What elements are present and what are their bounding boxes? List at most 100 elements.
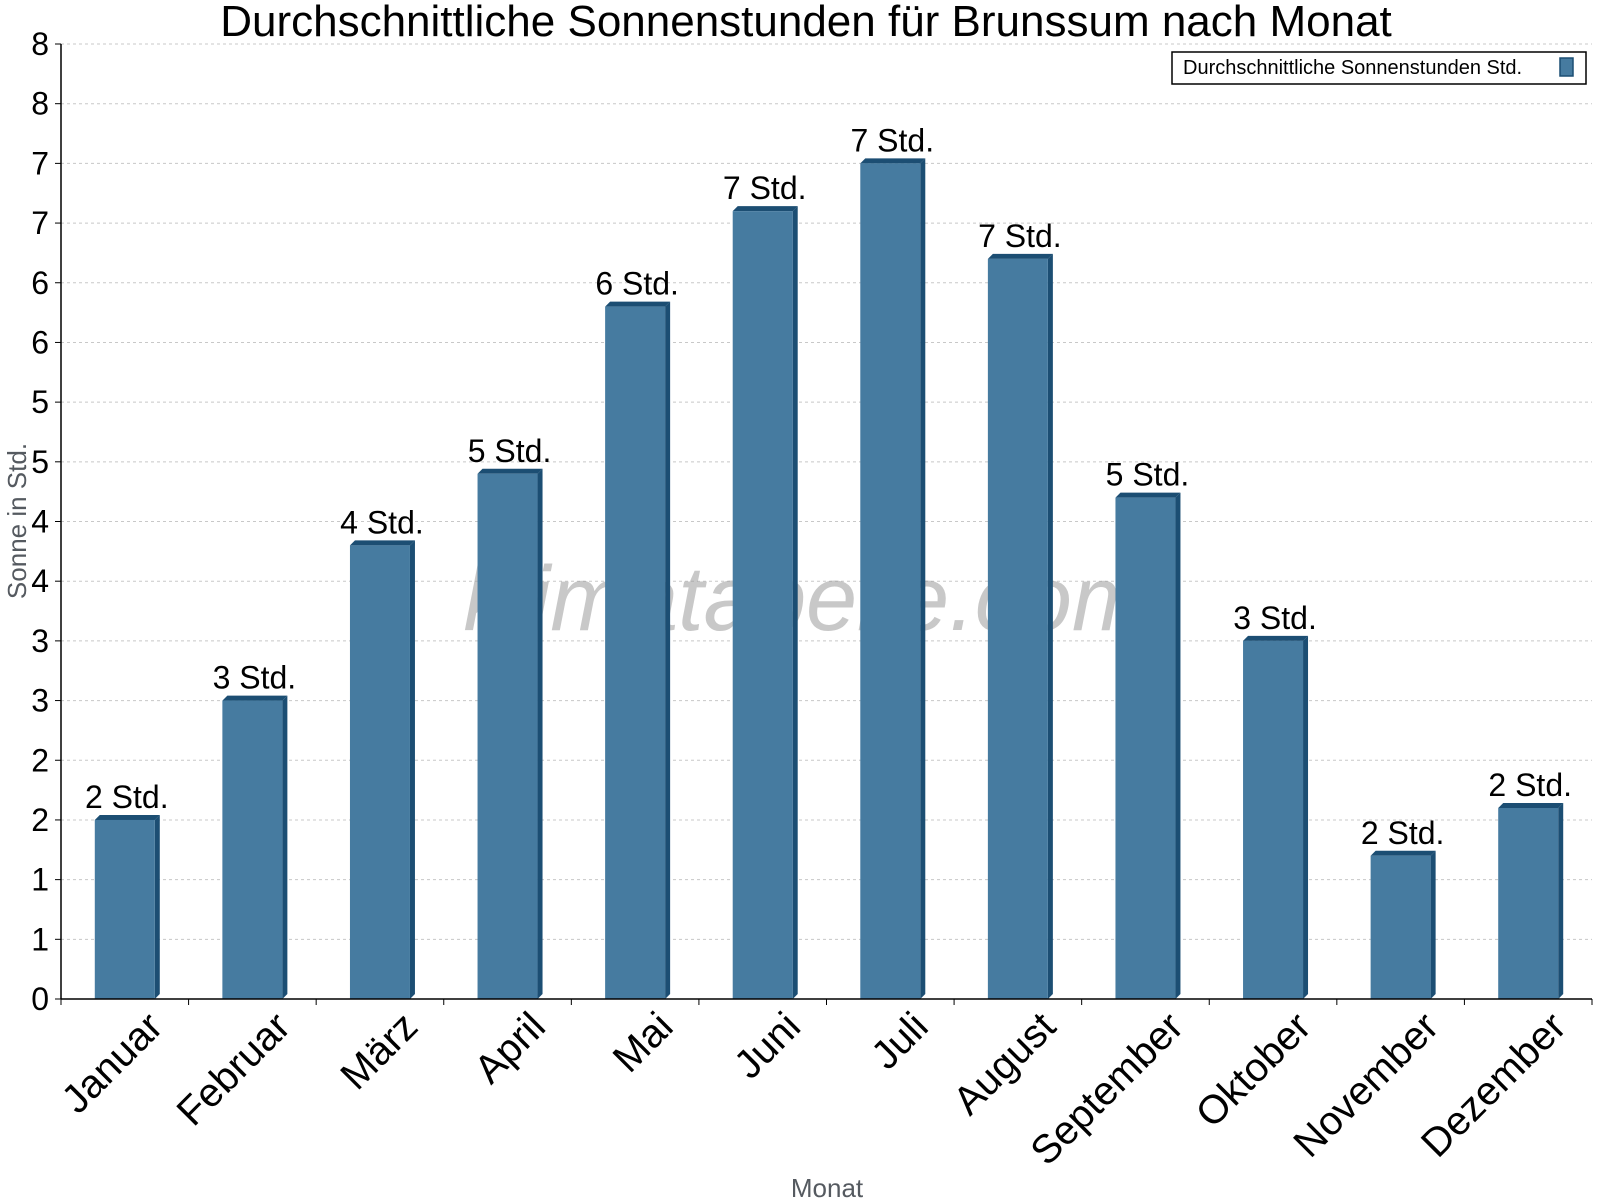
bar-side	[1175, 492, 1181, 999]
bar-top	[349, 540, 415, 546]
y-tick-label: 5	[31, 384, 49, 420]
y-tick-label: 6	[31, 324, 49, 360]
bar-front	[732, 211, 793, 999]
y-tick-label: 3	[31, 683, 49, 719]
y-tick-label: 7	[31, 205, 49, 241]
data-label: 3 Std.	[1233, 600, 1317, 636]
y-tick-label: 5	[31, 444, 49, 480]
y-tick-label: 1	[31, 862, 49, 898]
y-tick-label: 8	[31, 86, 49, 122]
bar-top	[222, 695, 288, 701]
x-tick-label: März	[332, 1004, 426, 1098]
y-tick-label: 2	[31, 802, 49, 838]
bar-front	[860, 163, 921, 999]
bar-side	[282, 695, 288, 999]
bar-front	[1370, 855, 1431, 999]
bar	[349, 540, 415, 999]
y-tick-label: 0	[31, 981, 49, 1017]
bar-side	[1303, 635, 1309, 999]
y-axis-label: Sonne in Std.	[2, 443, 32, 599]
bar-top	[94, 814, 160, 820]
data-label: 2 Std.	[1488, 767, 1572, 803]
bar-top	[1498, 803, 1564, 808]
x-tick-label: Juni	[726, 1004, 809, 1087]
y-tick-label: 3	[31, 623, 49, 659]
data-label: 7 Std.	[850, 122, 934, 158]
bar-top	[1115, 492, 1181, 498]
bar-side	[920, 158, 926, 999]
y-tick-label: 8	[31, 26, 49, 62]
bar-side	[792, 206, 798, 999]
legend-series-label: Durchschnittliche Sonnenstunden Std.	[1183, 57, 1522, 79]
y-tick-label: 2	[31, 742, 49, 778]
y-tick-label: 6	[31, 265, 49, 301]
bar-top	[732, 206, 798, 212]
data-labels: 2 Std. 3 Std. 4 Std. 5 Std. 6 Std. 7 Std. 7 St…	[85, 122, 1572, 850]
x-tick-label: Juli	[863, 1004, 937, 1078]
data-label: 2 Std.	[85, 779, 169, 815]
bar-top	[1243, 635, 1309, 641]
data-label: 4 Std.	[340, 504, 424, 540]
data-label: 7 Std.	[978, 218, 1062, 254]
data-label: 3 Std.	[213, 660, 297, 696]
bar-side	[537, 468, 543, 999]
bar	[860, 158, 926, 999]
bar-side	[1430, 850, 1436, 999]
x-tick-label: August	[945, 1004, 1064, 1123]
bar-side	[154, 814, 160, 999]
data-label: 2 Std.	[1361, 815, 1445, 851]
bar	[477, 468, 543, 999]
legend-swatch	[1559, 57, 1574, 77]
bar-front	[349, 545, 410, 999]
x-tick-label: Januar	[54, 1004, 172, 1122]
bar-top	[1370, 850, 1436, 856]
bar	[94, 814, 160, 999]
y-tick-labels: 0 1 1 2 2 3 3 4 4 5 5 6 6 7 7 8 8	[31, 26, 49, 1017]
legend: Durchschnittliche Sonnenstunden Std.	[1171, 51, 1587, 85]
bar-side	[1558, 803, 1564, 999]
x-tick-label: April	[466, 1004, 554, 1092]
bar-top	[987, 253, 1053, 259]
bar-front	[1243, 640, 1304, 999]
bar-front	[222, 700, 283, 999]
bar-front	[94, 819, 155, 999]
bar	[1370, 850, 1436, 999]
data-label: 6 Std.	[595, 266, 679, 302]
bar-top	[477, 468, 543, 474]
bar-front	[1115, 497, 1176, 999]
x-tick-label: Februar	[169, 1004, 299, 1134]
bar-top	[605, 301, 671, 307]
data-label: 7 Std.	[723, 170, 807, 206]
data-label: 5 Std.	[1106, 457, 1190, 493]
bar	[1115, 492, 1181, 999]
x-axis-label: Monat	[791, 1173, 864, 1200]
bar-front	[477, 473, 538, 999]
bar-side	[409, 540, 415, 999]
bar	[1243, 635, 1309, 999]
bar	[987, 253, 1053, 999]
y-tick-label: 7	[31, 145, 49, 181]
y-tick-label: 4	[31, 504, 49, 540]
bar-front	[987, 258, 1048, 999]
bar-front	[1498, 808, 1559, 999]
bar-side	[665, 301, 671, 999]
y-tick-label: 1	[31, 921, 49, 957]
bars	[94, 158, 1564, 999]
y-tick-label: 4	[31, 563, 49, 599]
bar-front	[605, 306, 666, 999]
bar	[1498, 803, 1564, 999]
bar-side	[1047, 253, 1053, 999]
x-tick-label: Oktober	[1188, 1004, 1320, 1136]
legend-box	[1171, 51, 1587, 85]
grid-lines	[61, 43, 1592, 940]
axes	[55, 43, 1593, 1005]
chart-title: Durchschnittliche Sonnenstunden für Brun…	[220, 0, 1392, 46]
data-label: 5 Std.	[468, 433, 552, 469]
x-tick-label: Mai	[605, 1004, 682, 1081]
bar	[732, 206, 798, 999]
bar-top	[860, 158, 926, 164]
bar	[222, 695, 288, 999]
bar	[605, 301, 671, 999]
